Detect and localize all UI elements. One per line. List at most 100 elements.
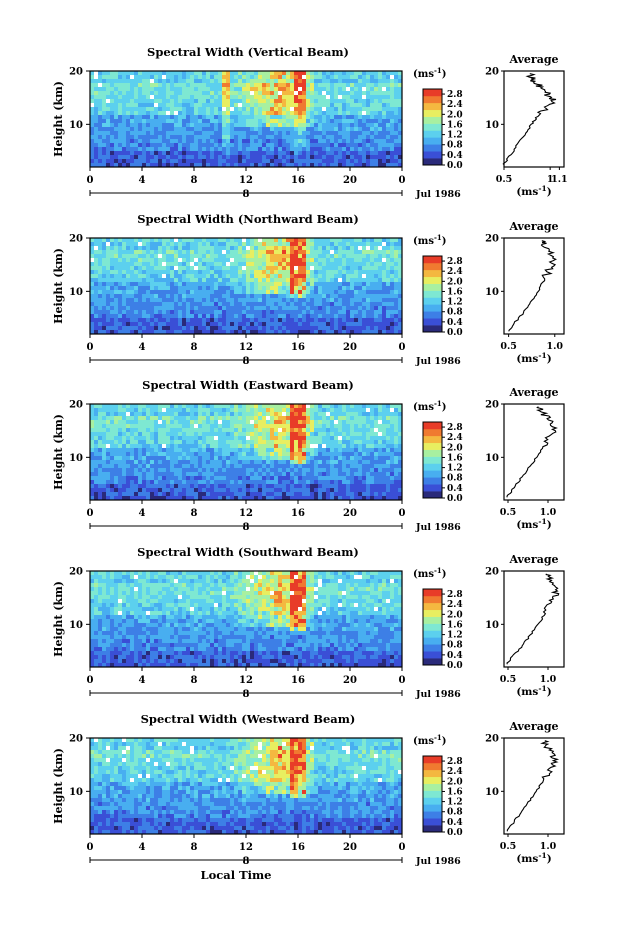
heatmap-cell xyxy=(94,472,99,477)
heatmap-cell xyxy=(158,496,163,501)
heatmap-cell xyxy=(106,91,111,96)
heatmap-cell xyxy=(214,71,219,76)
heatmap-cell xyxy=(130,75,135,80)
heatmap-cell xyxy=(214,274,219,279)
heatmap-cell xyxy=(114,254,119,259)
heatmap-cell xyxy=(250,107,255,112)
heatmap-cell xyxy=(246,83,251,88)
heatmap-cell xyxy=(298,155,303,160)
heatmap-cell xyxy=(382,326,387,331)
heatmap-cell xyxy=(198,254,203,259)
heatmap-cell xyxy=(106,314,111,319)
heatmap-cell xyxy=(278,103,283,108)
heatmap-cell xyxy=(306,274,311,279)
heatmap-cell xyxy=(98,424,103,429)
heatmap-cell xyxy=(338,330,343,335)
heatmap-cell xyxy=(374,326,379,331)
heatmap-cell xyxy=(158,155,163,160)
heatmap-cell xyxy=(258,103,263,108)
heatmap-cell xyxy=(182,143,187,148)
heatmap-cell xyxy=(302,123,307,128)
heatmap-cell xyxy=(162,159,167,164)
heatmap-cell xyxy=(306,258,311,263)
heatmap-cell xyxy=(246,103,251,108)
heatmap-cell xyxy=(274,286,279,291)
heatmap-cell xyxy=(142,159,147,164)
heatmap-cell xyxy=(146,99,151,104)
heatmap-cell xyxy=(282,159,287,164)
heatmap-cell xyxy=(274,83,279,88)
heatmap-cell xyxy=(270,131,275,136)
heatmap-cell xyxy=(102,440,107,445)
heatmap-cell xyxy=(242,111,247,116)
heatmap-cell xyxy=(370,294,375,299)
heatmap-cell xyxy=(350,306,355,311)
heatmap-cell xyxy=(230,318,235,323)
heatmap-cell xyxy=(278,306,283,311)
heatmap-cell xyxy=(142,115,147,120)
heatmap-cell xyxy=(126,282,131,287)
heatmap-cell xyxy=(242,246,247,251)
heatmap-cell xyxy=(342,278,347,283)
heatmap-cell xyxy=(150,408,155,413)
heatmap-cell xyxy=(154,250,159,255)
heatmap-cell xyxy=(206,492,211,497)
heatmap-cell xyxy=(186,262,191,267)
heatmap-cell xyxy=(90,123,95,128)
heatmap-cell xyxy=(318,123,323,128)
heatmap-cell xyxy=(178,314,183,319)
heatmap-cell xyxy=(282,266,287,271)
heatmap-cell xyxy=(314,155,319,160)
heatmap-cell xyxy=(126,83,131,88)
heatmap-cell xyxy=(362,151,367,156)
heatmap-cell xyxy=(274,155,279,160)
heatmap-cell xyxy=(122,254,127,259)
heatmap-cell xyxy=(238,147,243,152)
heatmap-cell xyxy=(210,91,215,96)
average-unit-label: (ms-1) xyxy=(516,351,551,365)
heatmap-cell xyxy=(130,484,135,489)
heatmap-cell xyxy=(318,103,323,108)
heatmap-cell xyxy=(246,488,251,493)
heatmap-cell xyxy=(190,432,195,437)
heatmap-cell xyxy=(162,258,167,263)
heatmap-cell xyxy=(158,262,163,267)
heatmap-cell xyxy=(142,91,147,96)
heatmap-cell xyxy=(154,115,159,120)
heatmap-cell xyxy=(334,326,339,331)
heatmap-cell xyxy=(98,274,103,279)
y-axis-title: Height (km) xyxy=(52,81,65,157)
heatmap-cell xyxy=(314,151,319,156)
heatmap-cell xyxy=(290,238,295,243)
heatmap-cell xyxy=(314,330,319,335)
heatmap-cell xyxy=(90,262,95,267)
heatmap-cell xyxy=(146,412,151,417)
heatmap-cell xyxy=(290,163,295,168)
heatmap-cell xyxy=(346,258,351,263)
heatmap-cell xyxy=(350,107,355,112)
heatmap-cell xyxy=(138,87,143,92)
heatmap-cell xyxy=(154,123,159,128)
heatmap-cell xyxy=(110,135,115,140)
heatmap-cell xyxy=(358,135,363,140)
heatmap-cell xyxy=(266,282,271,287)
heatmap-cell xyxy=(234,71,239,76)
heatmap-cell xyxy=(398,238,403,243)
heatmap-cell xyxy=(206,440,211,445)
heatmap-cell xyxy=(282,151,287,156)
heatmap-cell xyxy=(210,420,215,425)
heatmap-cell xyxy=(90,302,95,307)
heatmap-cell xyxy=(210,99,215,104)
heatmap-cell xyxy=(298,290,303,295)
heatmap-cell xyxy=(114,448,119,453)
heatmap-cell xyxy=(162,131,167,136)
heatmap-cell xyxy=(370,151,375,156)
heatmap-cell xyxy=(234,436,239,441)
heatmap-cell xyxy=(246,428,251,433)
heatmap-cell xyxy=(158,87,163,92)
heatmap-cell xyxy=(318,95,323,100)
heatmap-cell xyxy=(194,484,199,489)
heatmap-cell xyxy=(242,428,247,433)
heatmap-cell xyxy=(234,87,239,92)
heatmap-cell xyxy=(182,484,187,489)
